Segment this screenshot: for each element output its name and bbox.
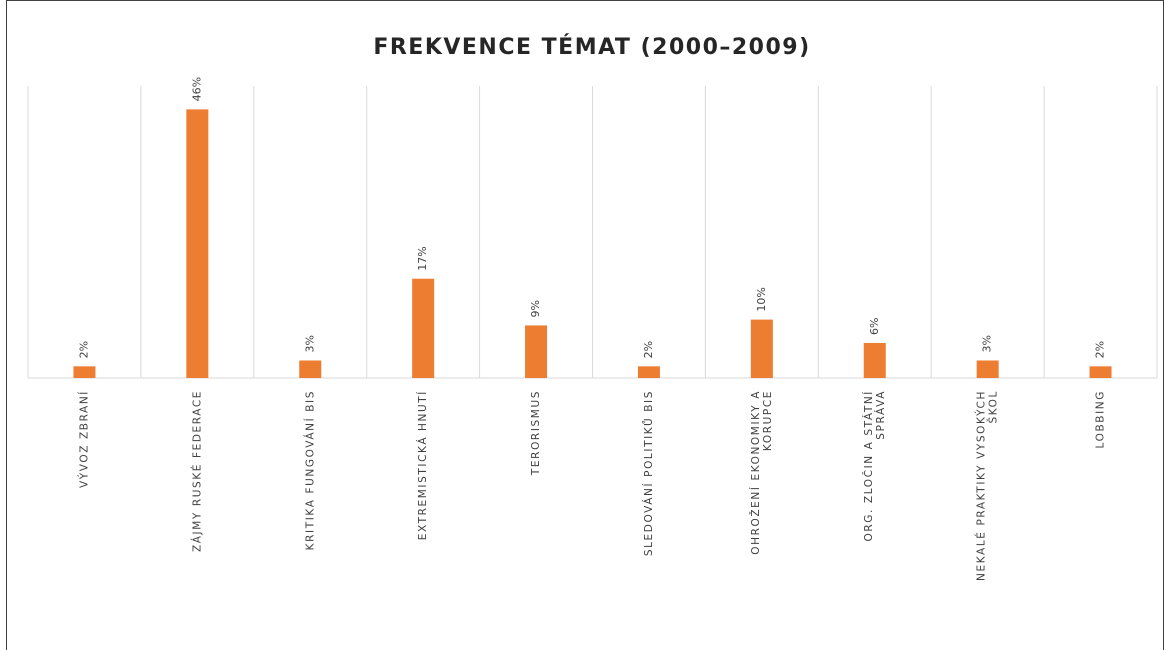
bar	[750, 319, 773, 378]
data-label: 2%	[77, 341, 90, 358]
data-label: 17%	[416, 246, 429, 270]
data-label: 6%	[868, 318, 881, 335]
data-label: 2%	[642, 341, 655, 358]
bar	[863, 342, 886, 378]
data-label: 46%	[190, 77, 203, 101]
x-tick-label: SLEDOVÁNÍ POLITIKŮ BIS	[642, 390, 655, 556]
x-tick-label: VÝVOZ ZBRANÍ	[77, 390, 90, 488]
x-tick-label: OHROŽENÍ EKONOMIKY AKORUPCE	[749, 390, 774, 555]
bar	[412, 278, 435, 378]
data-label: 2%	[1094, 341, 1107, 358]
frame	[6, 0, 1164, 650]
x-tick-label: NEKALÉ PRAKTIKY VYSOKÝCHŠKOL	[975, 390, 1000, 581]
bar	[976, 360, 999, 378]
x-tick-label: TERORISMUS	[530, 390, 542, 476]
x-tick-label: EXTREMISTICKÁ HNUTÍ	[416, 390, 429, 540]
bar	[73, 366, 96, 378]
data-label: 9%	[529, 300, 542, 317]
data-label: 3%	[981, 335, 994, 352]
bar	[525, 325, 548, 378]
bar	[299, 360, 322, 378]
data-label: 10%	[755, 287, 768, 311]
x-tick-label: LOBBING	[1095, 390, 1107, 448]
x-tick-label: ZÁJMY RUSKÉ FEDERACE	[190, 390, 203, 552]
chart-title: FREKVENCE TÉMAT (2000–2009)	[373, 34, 810, 60]
data-label: 3%	[303, 335, 316, 352]
bar	[637, 366, 660, 378]
bar	[186, 109, 209, 379]
x-tick-label: ORG. ZLOČIN A STÁTNÍSPRÁVA	[862, 390, 887, 541]
bar	[1089, 366, 1112, 378]
x-tick-label: KRITIKA FUNGOVÁNÍ BIS	[303, 390, 316, 550]
